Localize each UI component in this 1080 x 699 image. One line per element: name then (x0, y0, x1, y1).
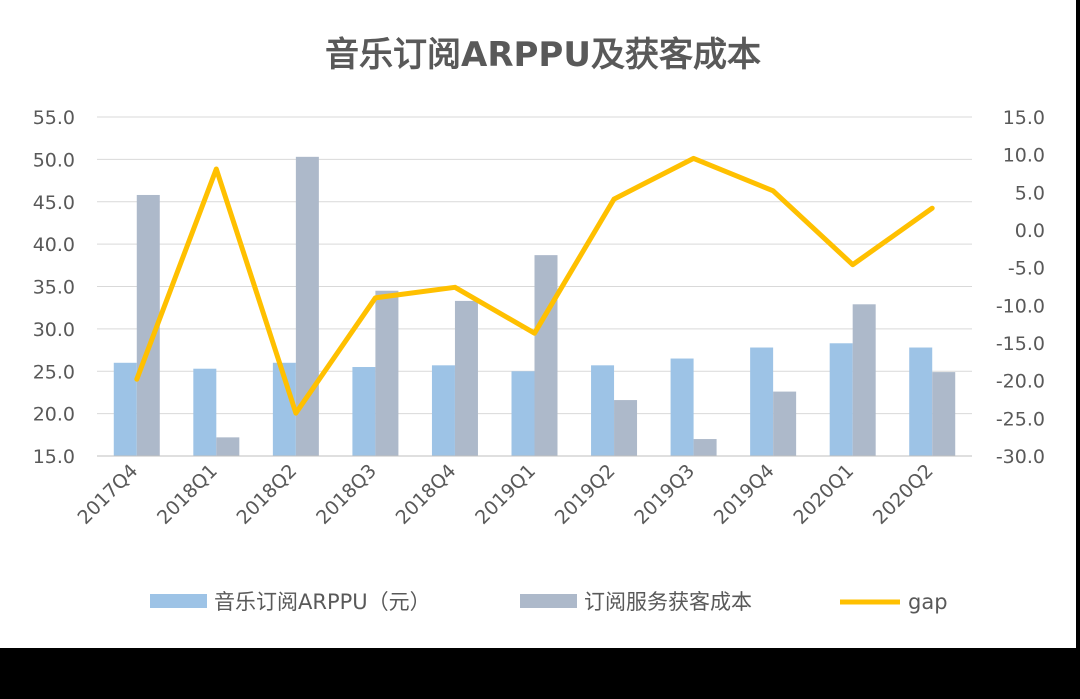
legend-label-gap: gap (908, 590, 948, 614)
bar-cac-2020Q1 (852, 304, 876, 456)
x-tick-label: 2018Q2 (233, 460, 302, 529)
legend-swatch-cac (520, 594, 577, 608)
y-left-tick-label: 15.0 (33, 446, 75, 468)
x-tick-label: 2017Q4 (73, 460, 142, 529)
bar-cac-2019Q3 (693, 439, 717, 456)
y-right-tick-label: -25.0 (996, 408, 1045, 430)
y-right-tick-label: 0.0 (1015, 220, 1045, 242)
bar-arppu-2020Q1 (829, 343, 853, 456)
y-right-tick-label: -10.0 (996, 295, 1045, 317)
y-right-tick-label: -20.0 (996, 371, 1045, 393)
y-right-tick-label: -5.0 (1008, 258, 1045, 280)
bar-cac-2018Q4 (454, 300, 478, 456)
y-axis-left: 15.0 20.0 25.0 30.0 35.0 40.0 45.0 50.0 55.0 (33, 107, 75, 468)
y-left-tick-label: 45.0 (33, 192, 75, 214)
bar-arppu-2019Q3 (670, 358, 694, 456)
bar-arppu-2018Q4 (431, 365, 455, 456)
x-tick-label: 2018Q4 (392, 460, 461, 529)
x-tick-label: 2019Q1 (471, 460, 540, 529)
y-left-tick-label: 35.0 (33, 277, 75, 299)
x-tick-label: 2018Q1 (153, 460, 222, 529)
bar-arppu-2018Q1 (193, 368, 217, 456)
y-right-tick-label: 5.0 (1015, 182, 1045, 204)
bar-arppu-2019Q2 (591, 365, 615, 456)
legend-swatch-arppu (150, 594, 207, 608)
bar-cac-2019Q1 (534, 255, 558, 456)
y-left-tick-label: 25.0 (33, 361, 75, 383)
y-right-tick-label: -15.0 (996, 333, 1045, 355)
combo-chart: 音乐订阅ARPPU及获客成本 15.0 20.0 25.0 30.0 35.0 40.0 4… (33, 35, 1045, 614)
legend-label-arppu: 音乐订阅ARPPU（元） (214, 590, 431, 614)
x-tick-label: 2019Q2 (551, 460, 620, 529)
x-tick-label: 2020Q2 (869, 460, 938, 529)
y-right-tick-label: 10.0 (1003, 145, 1045, 167)
legend-label-cac: 订阅服务获客成本 (584, 590, 752, 614)
bar-arppu-2019Q1 (511, 371, 535, 456)
legend: 音乐订阅ARPPU（元） 订阅服务获客成本 gap (150, 590, 948, 614)
bars (113, 156, 956, 456)
x-tick-label: 2019Q4 (710, 460, 779, 529)
gap-line-layer (134, 155, 935, 416)
bar-arppu-2017Q4 (113, 362, 137, 456)
bar-cac-2019Q4 (773, 391, 797, 456)
bar-arppu-2020Q2 (909, 347, 933, 456)
bar-arppu-2018Q2 (272, 362, 296, 456)
chart-panel: 音乐订阅ARPPU及获客成本 15.0 20.0 25.0 30.0 35.0 40.0 4… (0, 0, 1076, 648)
bar-cac-2018Q2 (295, 156, 319, 456)
bar-cac-2018Q1 (216, 437, 240, 456)
bar-cac-2017Q4 (136, 194, 160, 456)
y-right-tick-label: 15.0 (1003, 107, 1045, 129)
bar-cac-2018Q3 (375, 290, 399, 456)
bar-cac-2019Q2 (614, 400, 638, 456)
bar-arppu-2018Q3 (352, 367, 376, 456)
y-right-tick-label: -30.0 (996, 446, 1045, 468)
y-axis-right: -30.0 -25.0 -20.0 -15.0 -10.0 -5.0 0.0 5.0 10.0 1… (996, 107, 1045, 468)
bar-arppu-2019Q4 (750, 347, 774, 456)
y-left-tick-label: 50.0 (33, 149, 75, 171)
x-tick-label: 2018Q3 (312, 460, 381, 529)
y-left-tick-label: 30.0 (33, 319, 75, 341)
x-tick-label: 2020Q1 (789, 460, 858, 529)
x-axis: 2017Q4 2018Q1 2018Q2 2018Q3 2018Q4 2019Q1 2019… (73, 455, 972, 529)
y-left-tick-label: 20.0 (33, 404, 75, 426)
bar-cac-2020Q2 (932, 372, 956, 456)
chart-title: 音乐订阅ARPPU及获客成本 (325, 35, 761, 75)
y-left-tick-label: 55.0 (33, 107, 75, 129)
x-tick-label: 2019Q3 (630, 460, 699, 529)
y-left-tick-label: 40.0 (33, 234, 75, 256)
